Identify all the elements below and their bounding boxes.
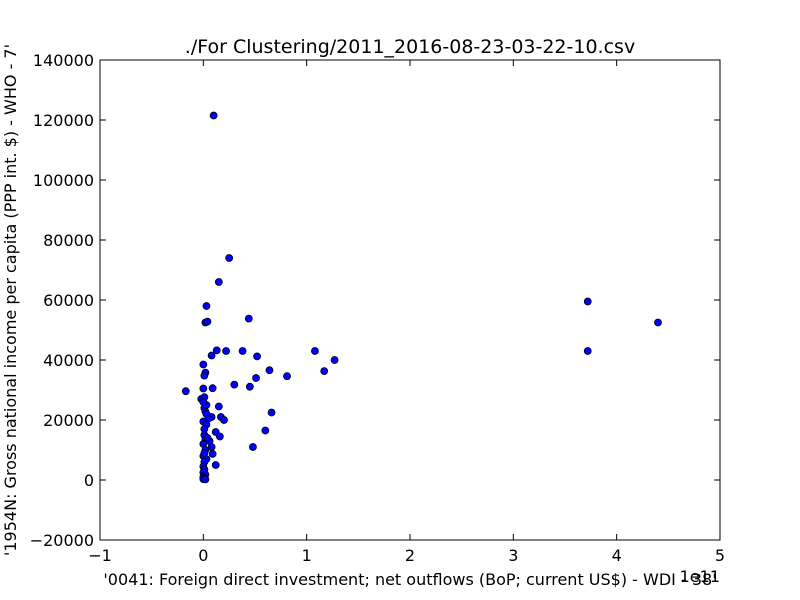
data-point <box>238 347 247 355</box>
data-point <box>267 408 276 417</box>
data-point <box>201 475 210 484</box>
data-point <box>208 449 217 458</box>
y-tick-label: 40000 <box>43 351 94 370</box>
x-axis-ticks: −1 0 1 2 3 4 5 <box>88 60 725 565</box>
data-point <box>209 111 218 120</box>
x-axis-offset-label: 1e11 <box>680 567 720 586</box>
y-axis-label: '1954N: Gross national income per capita… <box>1 44 20 556</box>
data-point <box>199 360 208 369</box>
data-point <box>222 347 230 355</box>
data-point <box>203 317 212 326</box>
data-point <box>311 347 319 355</box>
x-tick-label: 0 <box>198 546 208 565</box>
y-tick-label: 140000 <box>33 51 94 70</box>
data-point <box>283 372 291 381</box>
data-point <box>208 384 217 393</box>
data-point <box>225 254 234 262</box>
y-tick-label: −20000 <box>30 531 94 550</box>
data-point <box>207 351 216 360</box>
y-tick-label: 80000 <box>43 231 94 250</box>
x-tick-label: 3 <box>508 546 518 565</box>
y-tick-label: 20000 <box>43 411 94 430</box>
data-point <box>252 374 260 382</box>
data-point <box>199 384 208 393</box>
data-point <box>654 318 662 327</box>
data-point <box>181 387 190 396</box>
data-point <box>214 402 223 411</box>
data-point <box>230 380 239 389</box>
x-tick-label: 2 <box>405 546 415 565</box>
data-point <box>583 347 592 355</box>
data-point <box>212 346 221 355</box>
data-point <box>202 410 211 418</box>
data-point <box>583 297 592 306</box>
y-tick-label: 100000 <box>33 171 94 190</box>
x-tick-label: −1 <box>88 546 112 565</box>
data-point <box>200 449 209 457</box>
data-point <box>214 278 223 286</box>
data-point <box>202 302 211 310</box>
y-axis-ticks: −20000 0 20000 40000 60000 80000 100000 120000 1… <box>30 51 720 550</box>
data-point <box>249 443 257 451</box>
data-point <box>261 426 270 435</box>
x-tick-label: 4 <box>612 546 622 565</box>
x-tick-label: 5 <box>715 546 725 565</box>
data-point <box>320 367 329 376</box>
data-point <box>215 432 224 441</box>
data-point <box>245 382 254 391</box>
y-tick-label: 120000 <box>33 111 94 130</box>
data-point <box>244 314 253 323</box>
data-point <box>220 416 228 424</box>
data-point <box>253 352 261 361</box>
data-point <box>265 366 274 375</box>
plot-frame <box>99 59 721 541</box>
data-point <box>200 371 209 380</box>
data-point <box>203 434 212 442</box>
y-tick-label: 0 <box>84 471 94 490</box>
x-axis-label: '0041: Foreign direct investment; net ou… <box>103 570 716 589</box>
data-point <box>211 461 220 469</box>
y-tick-label: 60000 <box>43 291 94 310</box>
data-point <box>330 356 339 364</box>
data-points <box>181 111 662 484</box>
x-tick-label: 1 <box>302 546 312 565</box>
data-point <box>199 398 208 406</box>
chart-title: ./For Clustering/2011_2016-08-23-03-22-1… <box>185 36 635 58</box>
